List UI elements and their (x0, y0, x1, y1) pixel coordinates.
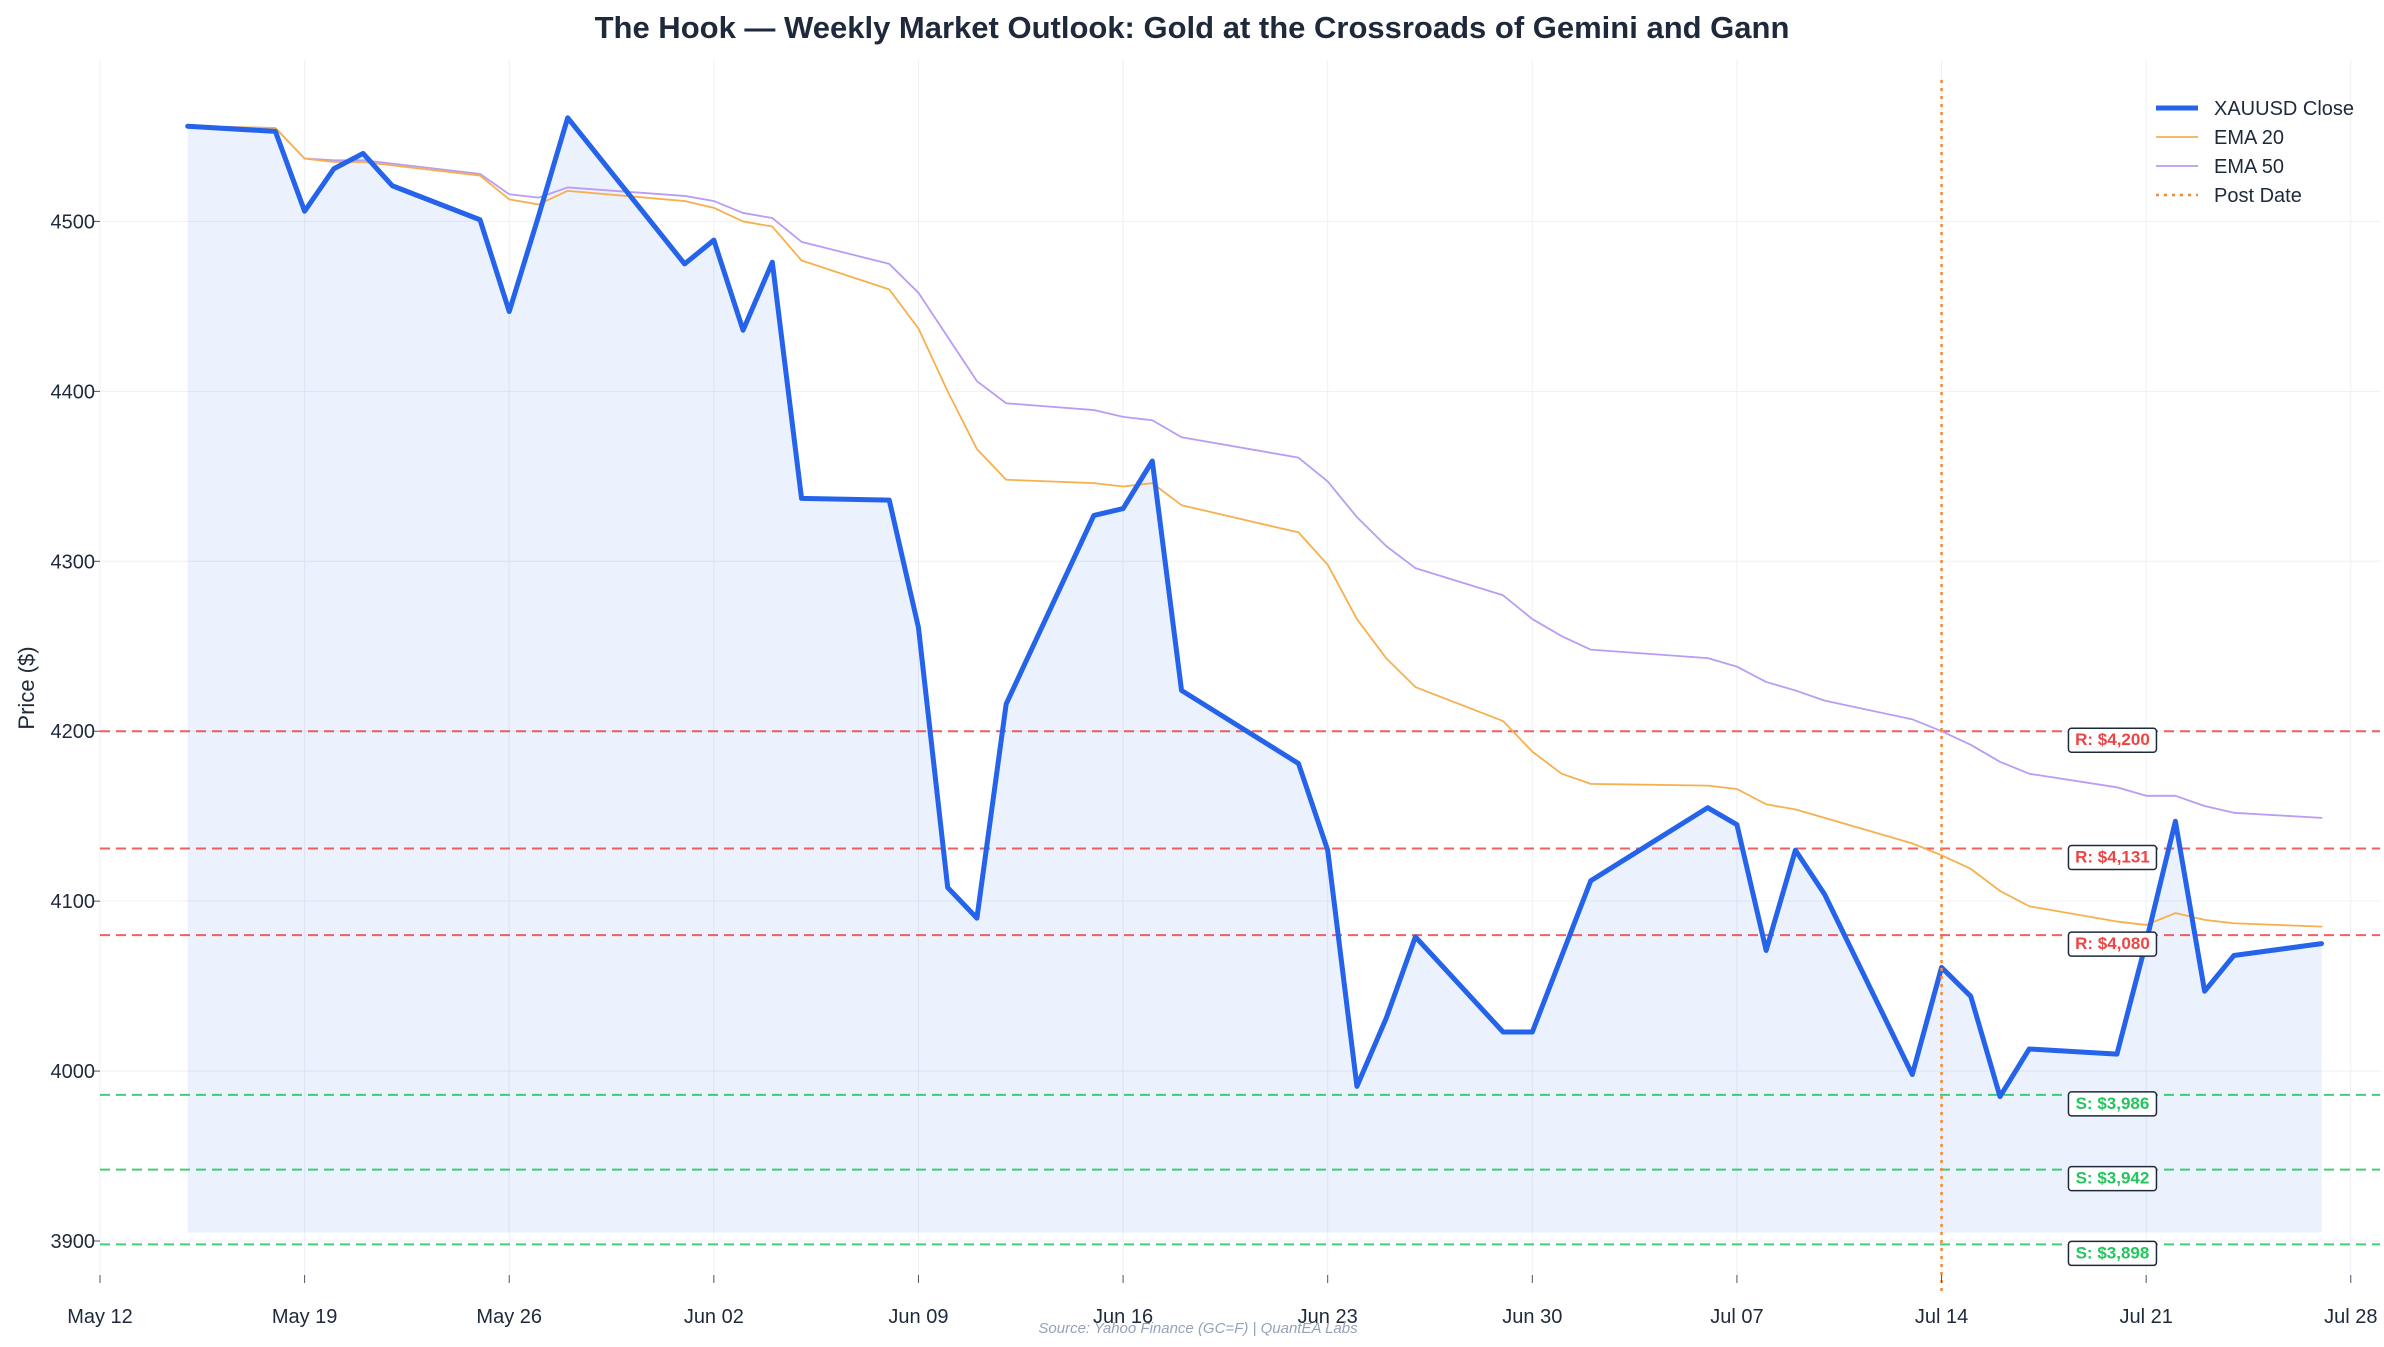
y-tick-label: 3900 (51, 1231, 96, 1253)
level-label-box (2067, 844, 2158, 871)
x-axis-ticks: May 12 May 19 May 26 Jun 02 Jun 09 Jun 16 Jun … (67, 1275, 2377, 1328)
level-label-box (2067, 931, 2158, 957)
x-tick-label: Jun 02 (684, 1306, 744, 1328)
y-axis-label: Price ($) (14, 646, 39, 729)
x-tick-label: Jul 28 (2324, 1306, 2377, 1328)
legend-label-ema-50: EMA 50 (2214, 156, 2284, 178)
y-tick-label: 4400 (51, 381, 96, 403)
y-tick-label: 4100 (51, 891, 96, 913)
x-tick-label: May 26 (476, 1306, 542, 1328)
x-tick-label: Jun 16 (1093, 1306, 1153, 1328)
level-label: S: $3,942 (2076, 1169, 2150, 1188)
chart-title: The Hook — Weekly Market Outlook: Gold a… (595, 10, 1790, 45)
y-axis-ticks: 3900 4000 4100 4200 4300 4400 4500 (51, 211, 100, 1253)
level-label-box (2067, 1165, 2158, 1192)
level-label: R: $4,131 (2075, 847, 2150, 866)
x-tick-label: May 19 (272, 1306, 338, 1328)
series-line-xauusd-close (185, 115, 2325, 1100)
level-label: S: $3,898 (2076, 1243, 2150, 1262)
x-tick-label: May 12 (67, 1306, 133, 1328)
x-tick-label: Jul 21 (2119, 1306, 2172, 1328)
legend: XAUUSD Close EMA 20 EMA 50 Post Date (2156, 98, 2354, 207)
level-labels: R: $4,200 R: $4,131 R: $4,080 S: $3,986 S: $… (2067, 727, 2158, 1267)
support-resistance-levels (100, 730, 2380, 1246)
series-lines (185, 115, 2325, 1100)
level-label-box (2067, 727, 2158, 753)
legend-label-post-date: Post Date (2214, 185, 2302, 207)
level-label: R: $4,080 (2075, 934, 2150, 953)
legend-label-ema-20: EMA 20 (2214, 127, 2284, 149)
legend-label-xauusd-close: XAUUSD Close (2214, 98, 2354, 120)
level-label-box (2067, 1240, 2158, 1267)
x-tick-label: Jul 07 (1710, 1306, 1763, 1328)
level-label-box (2067, 1091, 2158, 1117)
source-note: Source: Yahoo Finance (GC=F) | QuantEA L… (1038, 1320, 1358, 1337)
close-area-fill (187, 117, 2322, 1233)
y-tick-label: 4000 (51, 1061, 96, 1083)
y-tick-label: 4500 (51, 211, 96, 233)
y-tick-label: 4200 (51, 721, 96, 743)
x-tick-label: Jun 23 (1298, 1306, 1358, 1328)
x-tick-label: Jun 30 (1502, 1306, 1562, 1328)
x-tick-label: Jul 14 (1915, 1306, 1968, 1328)
level-label: R: $4,200 (2075, 730, 2150, 749)
y-tick-label: 4300 (51, 551, 96, 573)
close-area (187, 117, 2322, 1233)
series-line-ema-20 (186, 125, 2323, 928)
x-tick-label: Jun 09 (888, 1306, 948, 1328)
level-label: S: $3,986 (2076, 1094, 2150, 1113)
grid (99, 60, 2380, 1275)
series-line-ema-50 (186, 125, 2323, 819)
